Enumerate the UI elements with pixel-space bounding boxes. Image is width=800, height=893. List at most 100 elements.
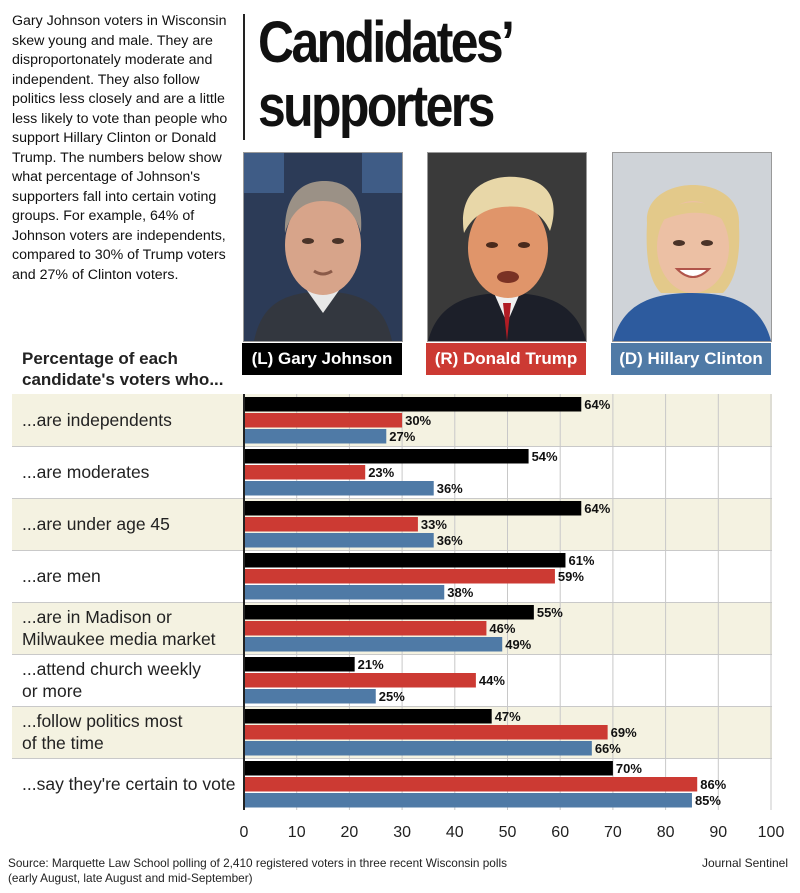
bar: [245, 689, 376, 704]
bar: [245, 777, 698, 792]
source-note: Source: Marquette Law School polling of …: [8, 856, 507, 886]
legend-donald-trump: (R) Donald Trump: [426, 343, 586, 375]
row-label: ...attend church weekly or more: [22, 658, 237, 702]
x-tick-label: 60: [551, 824, 569, 841]
row-label-line: ...say they're certain to vote: [22, 774, 236, 794]
bar-value-label: 59%: [558, 569, 584, 584]
bar: [245, 553, 566, 568]
bar-value-label: 69%: [611, 725, 637, 740]
portrait-donald-trump: [427, 152, 587, 342]
bar-value-label: 25%: [379, 689, 405, 704]
title-line-2: supporters: [258, 74, 495, 139]
bar: [245, 585, 445, 600]
x-tick-label: 100: [758, 824, 785, 841]
bar: [245, 637, 503, 652]
portrait-gary-johnson: [243, 152, 403, 342]
bar-value-label: 36%: [437, 533, 463, 548]
row-label-line: of the time: [22, 733, 104, 753]
intro-paragraph: Gary Johnson voters in Wisconsin skew yo…: [12, 13, 228, 283]
row-label-line: ...are men: [22, 566, 101, 586]
x-tick-label: 20: [341, 824, 359, 841]
bar: [245, 465, 366, 480]
bar: [245, 481, 434, 496]
bar-value-label: 64%: [584, 501, 610, 516]
source-line-1: Source: Marquette Law School polling of …: [8, 856, 508, 870]
bar: [245, 725, 608, 740]
x-tick-label: 70: [604, 824, 622, 841]
row-label-line: ...attend church weekly: [22, 659, 201, 679]
row-label-line: ...follow politics most: [22, 711, 183, 731]
row-separator: [12, 654, 772, 655]
bar: [245, 741, 592, 756]
row-separator: [12, 706, 772, 707]
bar-value-label: 33%: [421, 517, 447, 532]
row-label: ...are men: [22, 565, 237, 587]
title-line-1: Candidates’: [258, 10, 515, 75]
bar: [245, 501, 582, 516]
x-tick-label: 30: [393, 824, 411, 841]
row-separator: [12, 758, 772, 759]
bar-value-label: 46%: [489, 621, 515, 636]
bar: [245, 569, 555, 584]
row-label: ...are moderates: [22, 461, 237, 483]
x-tick-label: 80: [657, 824, 675, 841]
row-label-line: ...are independents: [22, 410, 172, 430]
bar-value-label: 54%: [532, 449, 558, 464]
bar-value-label: 49%: [505, 637, 531, 652]
bar: [245, 397, 582, 412]
row-separator: [12, 550, 772, 551]
bar: [245, 517, 418, 532]
row-separator: [12, 602, 772, 603]
row-label-line: or more: [22, 681, 83, 701]
bar-value-label: 27%: [389, 429, 415, 444]
bar-value-label: 21%: [358, 657, 384, 672]
bar-value-label: 44%: [479, 673, 505, 688]
legend-hillary-clinton: (D) Hillary Clinton: [611, 343, 771, 375]
bar-value-label: 64%: [584, 397, 610, 412]
bar: [245, 413, 403, 428]
row-label: ...say they're certain to vote: [22, 773, 237, 795]
bar-value-label: 61%: [568, 553, 594, 568]
row-label-line: ...are under age 45: [22, 514, 170, 534]
publisher-credit: Journal Sentinel: [701, 856, 788, 870]
row-label-line: Milwaukee media market: [22, 629, 216, 649]
row-label: ...follow politics most of the time: [22, 710, 237, 754]
chart-title: Candidates’ supporters: [258, 14, 515, 139]
bar: [245, 449, 529, 464]
bar-value-label: 66%: [595, 741, 621, 756]
bar-value-label: 47%: [495, 709, 521, 724]
x-tick-label: 10: [288, 824, 306, 841]
row-label-line: ...are moderates: [22, 462, 150, 482]
bar: [245, 657, 355, 672]
bar: [245, 673, 476, 688]
bar-value-label: 55%: [537, 605, 563, 620]
x-tick-label: 90: [709, 824, 727, 841]
source-line-2: (early August, late August and mid-Septe…: [8, 871, 253, 885]
bar: [245, 533, 434, 548]
row-separator: [12, 446, 772, 447]
x-tick-label: 50: [499, 824, 517, 841]
bar: [245, 429, 387, 444]
bar: [245, 605, 534, 620]
row-label: ...are in Madison or Milwaukee media mark…: [22, 606, 237, 650]
row-label: ...are under age 45: [22, 513, 237, 535]
bar-value-label: 70%: [616, 761, 642, 776]
bar-value-label: 38%: [447, 585, 473, 600]
x-tick-label: 40: [446, 824, 464, 841]
bar-value-label: 30%: [405, 413, 431, 428]
bar: [245, 621, 487, 636]
legend-gary-johnson: (L) Gary Johnson: [242, 343, 402, 375]
bar-value-label: 86%: [700, 777, 726, 792]
bar: [245, 793, 692, 808]
x-tick-label: 0: [240, 824, 249, 841]
bar: [245, 761, 613, 776]
row-label: ...are independents: [22, 409, 237, 431]
chart-subhead: Percentage of each candidate's voters wh…: [22, 349, 224, 389]
bar-value-label: 85%: [695, 793, 721, 808]
bar-value-label: 23%: [368, 465, 394, 480]
row-label-line: ...are in Madison or: [22, 607, 172, 627]
bar-value-label: 36%: [437, 481, 463, 496]
bar: [245, 709, 492, 724]
header-divider: [243, 14, 245, 140]
